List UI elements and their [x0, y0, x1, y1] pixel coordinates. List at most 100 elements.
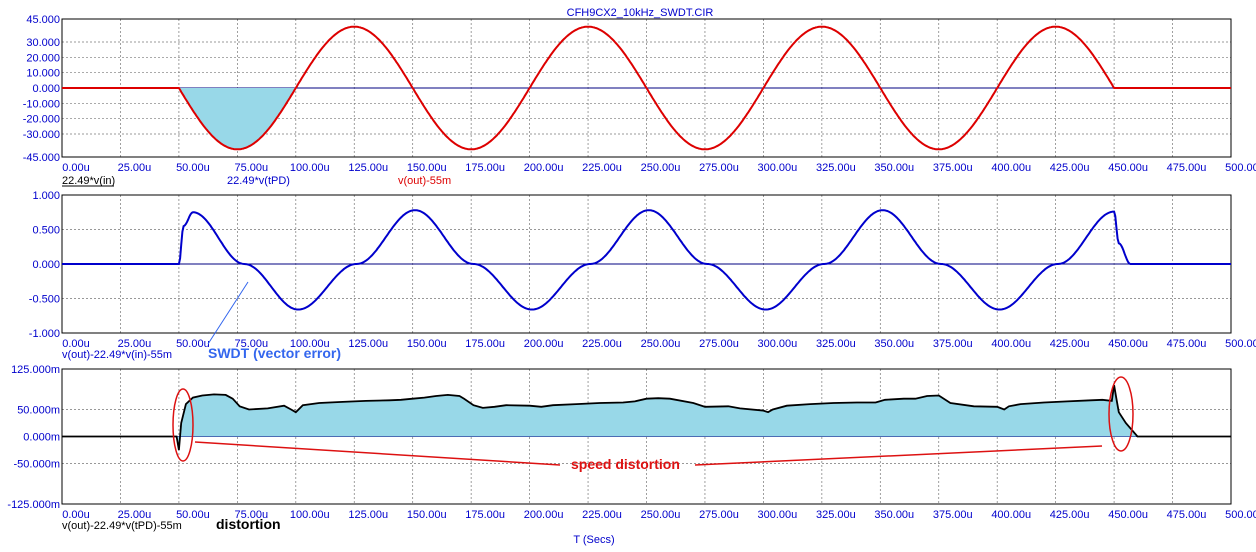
x-tick-label: 350.00u	[874, 162, 914, 174]
swdt-pointer-line	[207, 281, 249, 345]
x-tick-label: 0.00u	[62, 162, 90, 174]
x-tick-label: 25.00u	[118, 162, 152, 174]
y-tick-label: 30.000	[26, 37, 60, 49]
speed-pointer-left	[194, 441, 561, 466]
x-tick-label: 500.00u	[1225, 338, 1256, 350]
x-tick-label: 225.00u	[582, 509, 622, 521]
y-tick-label: 20.000	[26, 52, 60, 64]
panel-2-legend: v(out)-22.49*v(in)-55m	[62, 349, 172, 361]
x-tick-label: 125.00u	[348, 338, 388, 350]
x-tick-label: 250.00u	[641, 162, 681, 174]
y-tick-label: 0.500	[32, 225, 60, 237]
x-tick-label: 150.00u	[407, 162, 447, 174]
x-tick-label: 200.00u	[524, 162, 564, 174]
shaded-lobe	[178, 88, 296, 150]
x-tick-label: 50.00u	[176, 509, 210, 521]
x-tick-label: 175.00u	[465, 162, 505, 174]
panel-3: 125.000m 50.000m 0.000m -50.000m -125.000m 0…	[7, 364, 1256, 532]
x-tick-label: 375.00u	[933, 162, 973, 174]
y-tick-label: -1.000	[29, 328, 60, 340]
x-tick-label: 275.00u	[699, 162, 739, 174]
x-tick-label: 400.00u	[991, 162, 1031, 174]
distortion-annotation: distortion	[216, 516, 281, 532]
series-line-2	[62, 209, 1231, 311]
x-axis-label: T (Secs)	[573, 534, 614, 546]
left-distortion-circle	[172, 388, 194, 462]
y-tick-label: -10.000	[23, 98, 60, 110]
x-tick-label: 375.00u	[933, 509, 973, 521]
x-tick-label: 150.00u	[407, 509, 447, 521]
chart-title: CFH9CX2_10kHz_SWDT.CIR	[567, 7, 714, 19]
swdt-annotation: SWDT (vector error)	[208, 345, 341, 361]
x-tick-label: 25.00u	[118, 509, 152, 521]
x-tick-label: 425.00u	[1050, 509, 1090, 521]
right-distortion-circle	[1108, 376, 1134, 452]
y-tick-label: -45.000	[23, 152, 60, 164]
x-tick-label: 400.00u	[991, 338, 1031, 350]
x-tick-label: 100.00u	[290, 509, 330, 521]
x-tick-label: 300.00u	[758, 509, 798, 521]
y-tick-label: 0.000m	[23, 432, 60, 444]
x-tick-label: 50.00u	[176, 338, 210, 350]
x-tick-label: 0.00u	[62, 509, 90, 521]
panel-2: 1.000 0.500 0.000 -0.500 -1.000 0.00u 25.00u 5…	[29, 190, 1256, 361]
x-tick-label: 0.00u	[62, 338, 90, 350]
x-tick-label: 200.00u	[524, 509, 564, 521]
x-tick-label: 125.00u	[348, 162, 388, 174]
x-tick-label: 75.00u	[235, 162, 269, 174]
x-tick-label: 25.00u	[118, 338, 152, 350]
x-tick-label: 325.00u	[816, 509, 856, 521]
x-tick-label: 50.00u	[176, 162, 210, 174]
panel-3-legend: v(out)-22.49*v(tPD)-55m	[62, 520, 182, 532]
x-tick-label: 500.00u	[1225, 162, 1256, 174]
x-tick-label: 250.00u	[641, 338, 681, 350]
x-tick-label: 175.00u	[465, 338, 505, 350]
x-tick-label: 475.00u	[1167, 338, 1207, 350]
x-tick-label: 275.00u	[699, 338, 739, 350]
panel-1-legend-in: 22.49*v(in)	[62, 175, 115, 187]
x-tick-label: 500.00u	[1225, 509, 1256, 521]
y-tick-label: -0.500	[29, 294, 60, 306]
y-tick-label: 50.000m	[17, 405, 60, 417]
x-tick-label: 225.00u	[582, 162, 622, 174]
y-tick-label: 125.000m	[11, 364, 60, 376]
x-tick-label: 450.00u	[1108, 338, 1148, 350]
y-tick-label: -125.000m	[7, 499, 60, 511]
panel-1-legend-tpd: 22.49*v(tPD)	[227, 175, 290, 187]
x-tick-label: 75.00u	[235, 509, 269, 521]
x-tick-label: 300.00u	[758, 162, 798, 174]
panel-1-legend-out: v(out)-55m	[398, 175, 451, 187]
x-tick-label: 200.00u	[524, 338, 564, 350]
x-tick-label: 225.00u	[582, 338, 622, 350]
x-tick-label: 275.00u	[699, 509, 739, 521]
x-tick-label: 475.00u	[1167, 509, 1207, 521]
x-tick-label: 425.00u	[1050, 338, 1090, 350]
y-tick-label: 0.000	[32, 259, 60, 271]
x-tick-label: 375.00u	[933, 338, 973, 350]
x-tick-label: 450.00u	[1108, 509, 1148, 521]
series-line-1	[62, 25, 1231, 151]
x-tick-label: 75.00u	[235, 338, 269, 350]
x-tick-label: 100.00u	[290, 338, 330, 350]
x-tick-label: 350.00u	[874, 338, 914, 350]
y-tick-label: 0.000	[32, 83, 60, 95]
x-tick-label: 350.00u	[874, 509, 914, 521]
x-tick-label: 150.00u	[407, 338, 447, 350]
x-tick-label: 400.00u	[991, 509, 1031, 521]
y-tick-label: 10.000	[26, 68, 60, 80]
y-tick-label: -30.000	[23, 129, 60, 141]
y-tick-label: -20.000	[23, 114, 60, 126]
panel-1: 45.000 30.000 20.000 10.000 0.000 -10.000 -20.…	[23, 14, 1256, 187]
x-tick-label: 450.00u	[1108, 162, 1148, 174]
y-tick-label: 45.000	[26, 14, 60, 26]
x-tick-label: 325.00u	[816, 338, 856, 350]
x-tick-label: 175.00u	[465, 509, 505, 521]
x-tick-label: 125.00u	[348, 509, 388, 521]
y-tick-label: -50.000m	[14, 459, 60, 471]
series-line-3	[62, 385, 1231, 451]
speed-pointer-right	[694, 445, 1103, 466]
x-tick-label: 475.00u	[1167, 162, 1207, 174]
y-tick-label: 1.000	[32, 190, 60, 202]
x-tick-label: 300.00u	[758, 338, 798, 350]
